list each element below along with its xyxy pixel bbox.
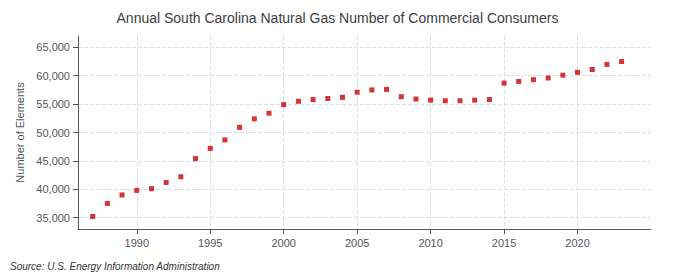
svg-text:55,000: 55,000 [36,98,70,110]
svg-text:Source: U.S. Energy Informatio: Source: U.S. Energy Information Administ… [10,261,220,272]
svg-text:2005: 2005 [345,237,369,249]
svg-text:50,000: 50,000 [36,127,70,139]
svg-text:2000: 2000 [271,237,295,249]
svg-text:Annual South Carolina Natural: Annual South Carolina Natural Gas Number… [117,10,559,26]
svg-text:1995: 1995 [198,237,222,249]
svg-text:2015: 2015 [492,237,516,249]
svg-text:45,000: 45,000 [36,155,70,167]
svg-text:60,000: 60,000 [36,70,70,82]
svg-text:40,000: 40,000 [36,183,70,195]
svg-text:2010: 2010 [418,237,442,249]
svg-text:35,000: 35,000 [36,212,70,224]
svg-text:65,000: 65,000 [36,41,70,53]
svg-text:2020: 2020 [565,237,589,249]
svg-text:1990: 1990 [125,237,149,249]
svg-text:Number of Elements: Number of Elements [14,82,26,183]
